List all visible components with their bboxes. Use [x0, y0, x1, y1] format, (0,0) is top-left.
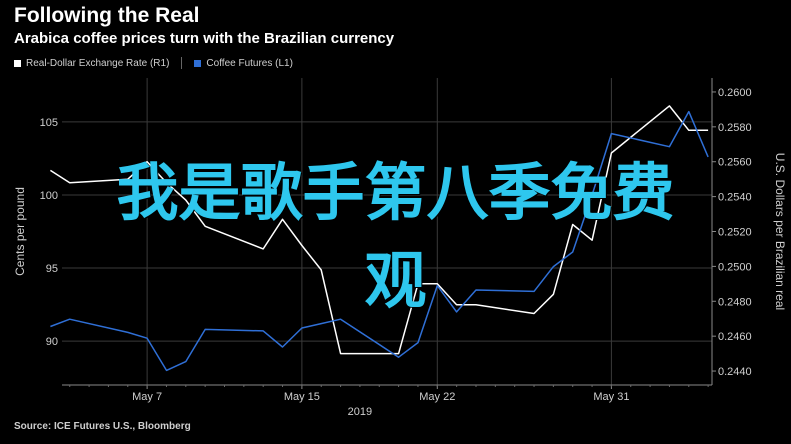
left-tick-label: 90	[46, 336, 58, 348]
series-line-exchange-rate	[49, 105, 709, 355]
legend-swatch-coffee-futures	[194, 59, 202, 67]
series-layer	[49, 105, 709, 372]
x-tick-label: May 22	[419, 391, 455, 403]
chart-subtitle: Arabica coffee prices turn with the Braz…	[14, 30, 395, 47]
legend-item-coffee-futures: Coffee Futures (L1)	[194, 58, 293, 69]
chart-source: Source: ICE Futures U.S., Bloomberg	[14, 421, 191, 432]
legend-item-exchange-rate: Real-Dollar Exchange Rate (R1)	[14, 58, 169, 69]
legend-label-exchange-rate: Real-Dollar Exchange Rate (R1)	[26, 57, 170, 69]
legend-swatch-exchange-rate	[14, 59, 21, 67]
label-layer: 90 95 100 105 0.2440 0.2460 0.2480 0.2500 0.2520…	[13, 87, 787, 415]
right-tick-label: 0.2540	[718, 192, 752, 204]
right-tick-label: 0.2460	[718, 331, 752, 343]
overlay-watermark-line-1: 我是歌手第八季免费	[116, 156, 675, 229]
right-axis-title: U.S. Dollars per Brazilian real	[773, 153, 787, 310]
right-tick-label: 0.2600	[718, 87, 752, 99]
x-tick-label: May 31	[593, 391, 629, 403]
legend-separator	[181, 57, 183, 69]
line-chart: 90 95 100 105 0.2440 0.2460 0.2480 0.2500 0.2520…	[13, 78, 787, 415]
right-tick-label: 0.2440	[718, 366, 752, 378]
grid-layer	[62, 78, 712, 385]
left-tick-label: 100	[40, 190, 58, 202]
chart-legend: Real-Dollar Exchange Rate (R1) Coffee Fu…	[14, 55, 305, 71]
year-label: 2019	[348, 406, 372, 415]
right-tick-label: 0.2500	[718, 261, 752, 273]
legend-label-coffee-futures: Coffee Futures (L1)	[206, 57, 293, 69]
left-tick-label: 105	[40, 117, 58, 129]
x-tick-label: May 15	[284, 391, 320, 403]
left-tick-label: 95	[46, 263, 58, 275]
axis-layer	[62, 78, 716, 389]
x-tick-label: May 7	[132, 391, 162, 403]
right-tick-label: 0.2560	[718, 157, 752, 169]
right-tick-label: 0.2480	[718, 296, 752, 308]
left-axis-title: Cents per pound	[13, 187, 27, 276]
right-tick-label: 0.2520	[718, 227, 752, 239]
overlay-watermark-line-2: 观	[364, 244, 427, 317]
series-line-coffee-futures	[50, 110, 709, 372]
right-tick-label: 0.2580	[718, 122, 752, 134]
chart-title: Following the Real	[14, 4, 200, 27]
